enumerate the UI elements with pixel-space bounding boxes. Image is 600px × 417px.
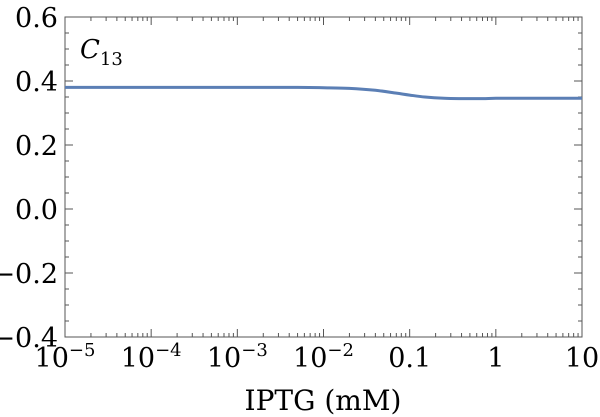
x-major-ticks (64, 17, 583, 337)
x-tick-label: 10−2 (293, 340, 354, 374)
x-tick-label: 10−4 (121, 340, 182, 374)
x-tick-label: 10 (565, 343, 599, 374)
y-tick-label: 0.2 (15, 131, 58, 162)
x-axis-title: IPTG (mM) (245, 384, 402, 417)
x-tick-label: 10−3 (207, 340, 268, 374)
y-tick-label: 0.4 (15, 67, 58, 98)
y-tick-label: −0.2 (0, 259, 58, 290)
y-tick-label: 0.6 (15, 3, 58, 34)
curve-annotation: C13 (80, 35, 123, 70)
series-line (65, 85, 582, 101)
x-minor-ticks (90, 17, 579, 337)
plot-frame (64, 16, 583, 338)
series-layer (65, 85, 582, 101)
y-tick-label: 0.0 (15, 195, 58, 226)
x-tick-labels: 10−5 10−4 10−3 10−2 0.1 1 10 (35, 340, 600, 374)
y-ticks (65, 16, 582, 338)
x-tick-label: 10−5 (35, 340, 96, 374)
y-tick-label: −0.4 (0, 323, 58, 354)
y-tick-labels: 0.6 0.4 0.2 0.0 −0.2 −0.4 (0, 3, 58, 354)
x-tick-label: 1 (487, 343, 504, 374)
x-tick-label: 0.1 (388, 343, 431, 374)
